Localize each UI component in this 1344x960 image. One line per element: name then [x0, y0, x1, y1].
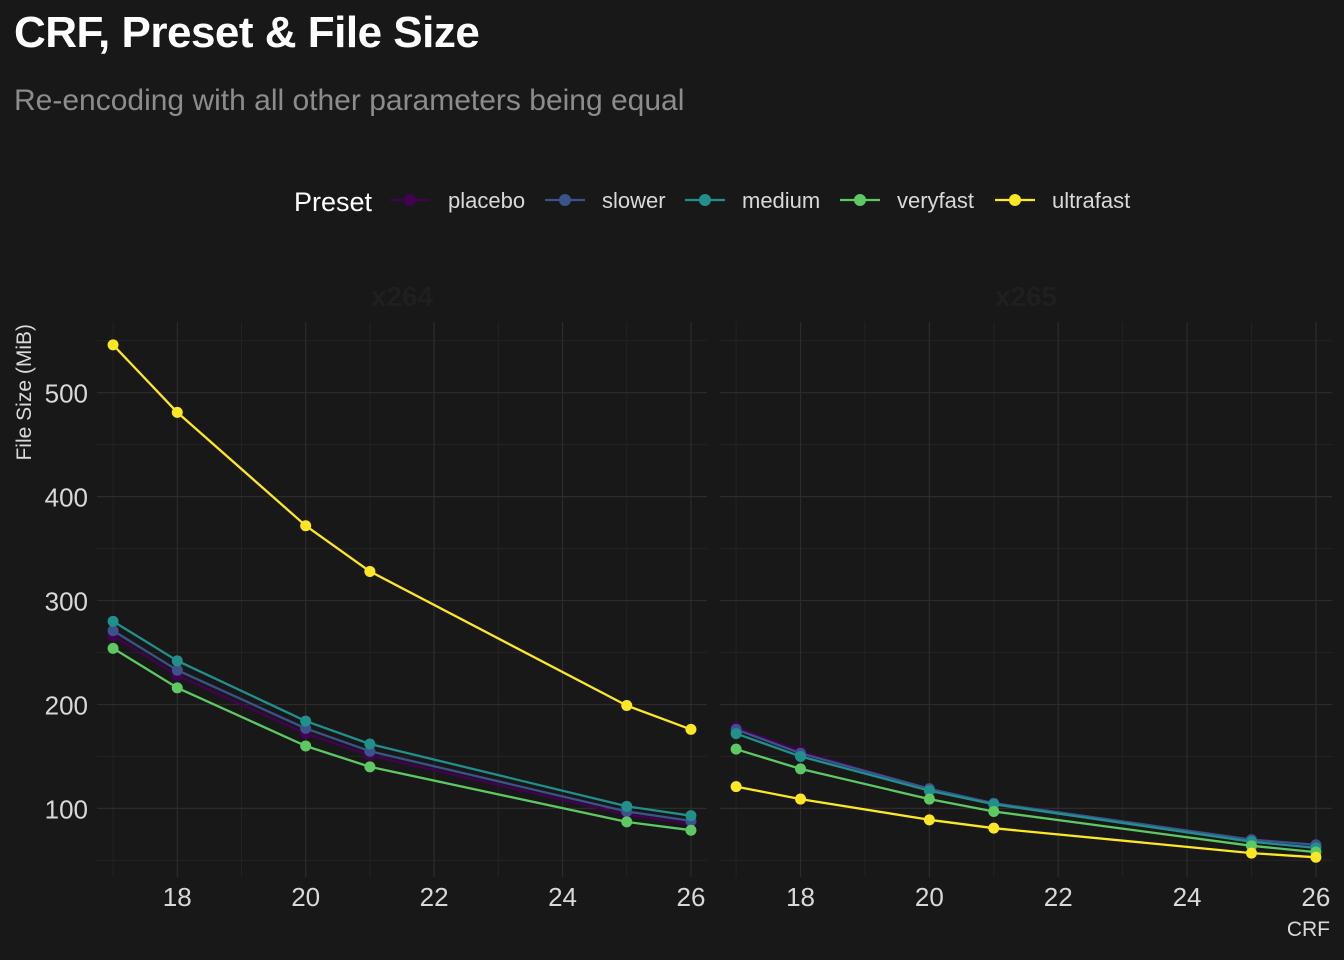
x-tick-label: 20 — [291, 882, 320, 912]
data-point-x265-ultrafast — [1310, 851, 1322, 863]
data-point-x265-veryfast — [730, 743, 742, 755]
series-line-x265-medium — [735, 732, 1317, 850]
y-tick-label: 500 — [45, 379, 88, 409]
legend-key-point-ultrafast — [1009, 194, 1021, 206]
data-point-x264-medium — [300, 715, 312, 727]
legend-label-slower: slower — [602, 188, 666, 213]
x-tick-label: 22 — [1044, 882, 1073, 912]
series-line-x265-placebo — [735, 726, 1316, 847]
data-point-x264-medium — [107, 615, 119, 627]
legend-label-medium: medium — [742, 188, 820, 213]
series-line-x265-slower — [735, 728, 1316, 846]
data-point-x264-veryfast — [107, 642, 119, 654]
data-point-x264-veryfast — [364, 761, 376, 773]
x-tick-label: 26 — [676, 882, 705, 912]
data-point-x265-medium — [795, 750, 807, 762]
legend-key-point-slower — [559, 194, 571, 206]
facet-label-x264: x264 — [371, 281, 434, 312]
series-line-x264-slower — [112, 629, 692, 823]
data-point-x264-ultrafast — [364, 565, 376, 577]
data-point-x264-ultrafast — [621, 700, 633, 712]
x-axis-title: CRF — [1287, 918, 1330, 941]
data-point-x265-ultrafast — [923, 814, 935, 826]
data-point-x265-medium — [923, 785, 935, 797]
data-point-x265-ultrafast — [988, 822, 1000, 834]
data-point-x264-veryfast — [300, 740, 312, 752]
y-axis-title: File Size (MiB) — [13, 324, 36, 461]
x-tick-label: 24 — [548, 882, 577, 912]
legend-key-point-medium — [699, 194, 711, 206]
data-point-x264-veryfast — [685, 824, 697, 836]
data-point-x264-ultrafast — [107, 339, 119, 351]
x-tick-label: 18 — [786, 882, 815, 912]
data-point-x265-medium — [730, 728, 742, 740]
data-point-x264-veryfast — [171, 682, 183, 694]
chart-title: CRF, Preset & File Size — [14, 8, 480, 57]
data-point-x265-ultrafast — [730, 781, 742, 793]
x-tick-label: 26 — [1301, 882, 1330, 912]
series-line-x265-ultrafast — [735, 785, 1316, 859]
data-point-x265-ultrafast — [795, 793, 807, 805]
data-point-x264-medium — [364, 738, 376, 750]
legend-key-point-veryfast — [854, 194, 866, 206]
data-point-x265-veryfast — [923, 793, 935, 805]
series-line-x264-ultrafast — [112, 344, 692, 731]
data-point-x264-medium — [685, 810, 697, 822]
data-point-x264-slower — [107, 625, 119, 637]
data-point-x265-ultrafast — [1245, 847, 1257, 859]
data-point-x264-ultrafast — [171, 406, 183, 418]
y-tick-label: 100 — [45, 794, 88, 824]
data-point-x264-veryfast — [621, 816, 633, 828]
data-point-x265-veryfast — [795, 763, 807, 775]
series-line-x264-veryfast — [112, 647, 692, 832]
legend-label-veryfast: veryfast — [897, 188, 974, 213]
series-line-x264-placebo — [112, 634, 692, 826]
y-tick-label: 300 — [45, 587, 88, 617]
series-line-x265-veryfast — [735, 748, 1317, 854]
data-point-x264-slower — [171, 664, 183, 676]
legend-key-point-placebo — [404, 194, 416, 206]
x-tick-label: 22 — [420, 882, 449, 912]
data-point-x265-veryfast — [988, 806, 1000, 818]
legend-title: Preset — [294, 187, 373, 217]
chart-subtitle: Re-encoding with all other parameters be… — [14, 84, 685, 117]
series-line-x264-medium — [112, 620, 692, 817]
y-tick-label: 200 — [45, 690, 88, 720]
data-point-x264-medium — [621, 800, 633, 812]
legend-label-ultrafast: ultrafast — [1052, 188, 1130, 213]
legend-label-placebo: placebo — [448, 188, 525, 213]
x-tick-label: 24 — [1173, 882, 1202, 912]
data-point-x264-ultrafast — [685, 723, 697, 735]
x-tick-label: 20 — [915, 882, 944, 912]
data-point-x264-medium — [171, 655, 183, 667]
facet-label-x265: x265 — [995, 281, 1057, 312]
x-tick-label: 18 — [163, 882, 192, 912]
data-point-x264-ultrafast — [300, 520, 312, 532]
y-tick-label: 400 — [45, 483, 88, 513]
